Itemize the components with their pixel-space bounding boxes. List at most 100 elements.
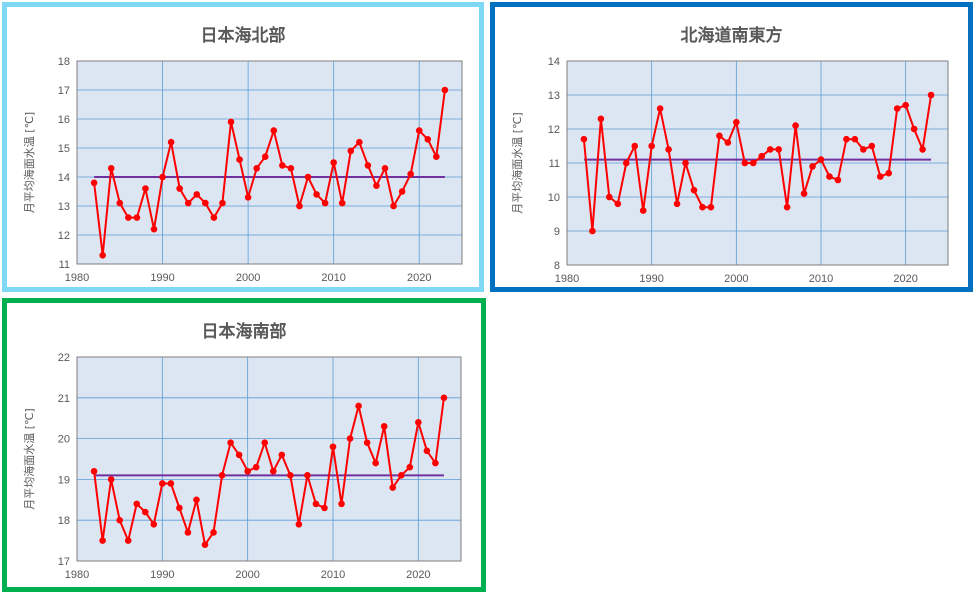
data-point xyxy=(648,142,655,150)
data-point xyxy=(415,127,423,134)
data-point xyxy=(927,91,935,99)
data-point xyxy=(826,173,833,180)
data-point xyxy=(236,156,243,163)
data-point xyxy=(99,252,106,259)
data-point xyxy=(381,165,389,172)
y-tick-label: 20 xyxy=(58,434,70,446)
data-point xyxy=(373,182,380,189)
y-tick-label: 21 xyxy=(58,393,70,405)
data-point xyxy=(690,186,698,194)
data-point xyxy=(269,467,277,475)
y-tick-label: 17 xyxy=(58,556,70,568)
y-tick-label: 12 xyxy=(548,124,560,136)
data-point xyxy=(868,142,876,150)
data-point xyxy=(338,500,345,508)
data-point xyxy=(227,439,234,446)
data-point xyxy=(270,127,278,134)
data-point xyxy=(441,86,449,94)
data-point xyxy=(90,467,98,475)
chart-svg: 17 18 19 20 21 22 1980 1990 2000 2010 2020 月平均海面水温 … xyxy=(22,352,462,581)
data-point xyxy=(406,463,414,471)
data-point xyxy=(817,156,825,163)
data-point xyxy=(133,214,141,221)
chart-panel-nihonkai-hokubu: 日本海北部 11 12 13 14 15 16 17 18 1980 1990 2000 2010 20… xyxy=(2,2,484,292)
data-point xyxy=(193,496,200,504)
x-tick-label: 1980 xyxy=(65,272,89,284)
x-tick-label: 1990 xyxy=(150,272,174,284)
y-tick-label: 22 xyxy=(58,352,70,364)
data-point xyxy=(389,484,397,491)
y-tick-label: 14 xyxy=(58,172,70,184)
data-point xyxy=(843,135,850,143)
data-point xyxy=(834,176,842,184)
data-point xyxy=(261,439,269,446)
data-point xyxy=(304,472,311,479)
data-point xyxy=(682,159,689,167)
data-point xyxy=(278,451,286,459)
x-tick-label: 2020 xyxy=(893,273,917,285)
data-point xyxy=(252,463,260,471)
y-axis-label: 月平均海面水温 [℃] xyxy=(510,112,524,213)
data-point xyxy=(372,459,379,467)
data-point xyxy=(167,138,175,146)
data-point xyxy=(150,520,158,528)
data-point xyxy=(716,132,723,140)
data-point xyxy=(295,520,303,528)
x-tick-label: 2010 xyxy=(321,569,345,581)
data-point xyxy=(321,199,329,207)
data-point xyxy=(749,159,757,167)
data-point xyxy=(707,203,715,211)
data-point xyxy=(580,135,588,143)
data-point xyxy=(919,146,926,153)
data-point xyxy=(176,185,183,192)
data-point xyxy=(287,165,295,172)
data-point xyxy=(733,118,740,126)
x-tick-label: 2010 xyxy=(809,273,833,285)
data-point xyxy=(432,459,439,467)
data-point xyxy=(219,199,226,207)
data-point xyxy=(380,423,388,430)
plot-border xyxy=(76,356,462,562)
y-axis-label: 月平均海面水温 [℃] xyxy=(22,112,36,213)
data-point xyxy=(184,199,192,207)
data-point xyxy=(244,194,252,201)
y-tick-label: 11 xyxy=(59,259,70,271)
data-point xyxy=(218,472,226,479)
data-point xyxy=(159,480,166,487)
y-tick-label: 11 xyxy=(549,158,560,170)
data-point xyxy=(415,418,422,426)
chart-panel-nihonkai-nanbu: 日本海南部 17 18 19 20 21 22 1980 1990 2000 2010 2020 月平… xyxy=(2,298,486,592)
data-point xyxy=(364,162,372,169)
data-point xyxy=(124,537,132,544)
data-point xyxy=(775,146,782,153)
data-point xyxy=(235,451,243,459)
data-point xyxy=(107,165,115,172)
y-tick-label: 14 xyxy=(548,56,560,68)
data-point xyxy=(184,529,192,536)
data-point xyxy=(116,199,124,207)
data-point xyxy=(766,146,774,153)
data-point xyxy=(347,147,355,155)
chart-title: 日本海南部 xyxy=(201,322,287,342)
data-point xyxy=(210,214,218,221)
data-point xyxy=(809,163,816,170)
plot-area xyxy=(77,61,462,264)
x-tick-label: 1980 xyxy=(555,273,579,285)
y-tick-label: 9 xyxy=(554,226,560,238)
x-tick-label: 1980 xyxy=(65,569,89,581)
data-point xyxy=(363,439,371,446)
y-tick-label: 13 xyxy=(58,201,70,213)
x-tick-label: 2020 xyxy=(407,272,431,284)
data-point xyxy=(783,203,791,211)
x-tick-label: 2000 xyxy=(236,272,260,284)
data-point xyxy=(244,467,251,475)
y-tick-label: 17 xyxy=(58,85,70,97)
x-tick-label: 2000 xyxy=(235,569,259,581)
data-point xyxy=(116,516,123,524)
data-point xyxy=(440,394,448,402)
data-point xyxy=(125,214,132,221)
data-point xyxy=(597,115,605,123)
data-point xyxy=(860,146,867,153)
y-tick-label: 16 xyxy=(58,114,70,126)
data-point xyxy=(424,136,432,143)
